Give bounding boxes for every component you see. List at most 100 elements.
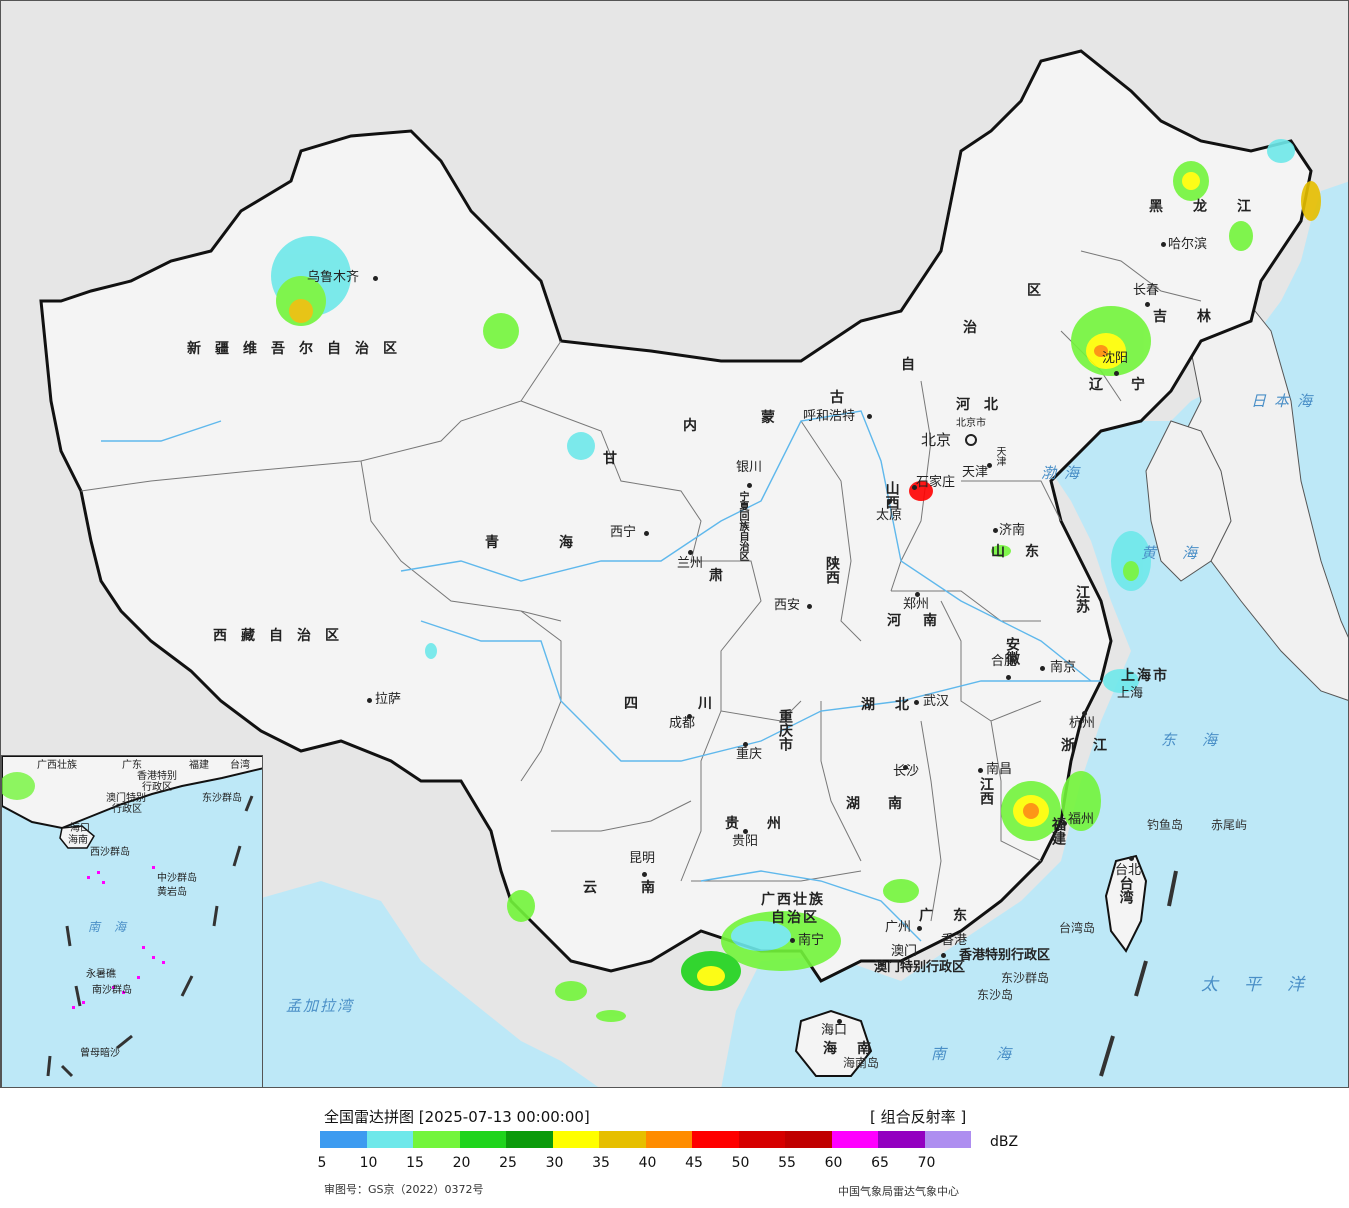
province-xinjiang: 新疆维吾尔自治区	[187, 341, 411, 357]
colorbar-box-7	[645, 1131, 692, 1148]
city-haikou: 海口	[821, 1023, 848, 1038]
city-dot	[914, 700, 919, 705]
city-dot	[1145, 302, 1150, 307]
city-xining: 西宁	[610, 525, 637, 540]
province-shanxi: 山西	[883, 481, 900, 509]
city-dot	[987, 463, 992, 468]
province-neimenggu-3: 古	[830, 390, 858, 406]
region-hk: 香港特别行政区	[959, 948, 1051, 963]
city-dot	[1040, 666, 1045, 671]
city-dot	[912, 485, 917, 490]
sea-pacific: 太平洋	[1201, 975, 1330, 995]
colorbar-box-12	[878, 1131, 925, 1148]
province-hubei: 湖北	[861, 697, 929, 713]
city-dot	[743, 829, 748, 834]
colorbar-box-11	[831, 1131, 878, 1148]
city-dot	[1062, 821, 1067, 826]
city-dot	[642, 872, 647, 877]
region-macau: 澳门特别行政区	[874, 960, 966, 975]
colorbar-tick-label: 20	[452, 1155, 471, 1171]
province-sichuan: 四川	[624, 696, 772, 712]
colorbar-tick-label: 10	[359, 1155, 378, 1171]
city-dot	[790, 938, 795, 943]
colorbar-box-3	[459, 1131, 506, 1148]
city-dot	[688, 550, 693, 555]
colorbar-box-2	[413, 1131, 460, 1148]
inset-haikou: 海口	[70, 823, 90, 834]
taiwan-island	[1104, 854, 1148, 953]
city-changsha: 长沙	[893, 764, 920, 779]
city-nanning: 南宁	[798, 933, 825, 948]
city-dot	[373, 276, 378, 281]
city-yinchuan: 银川	[736, 460, 763, 475]
city-hohhot: 呼和浩特	[803, 409, 856, 424]
province-shaanxi: 陕西	[824, 556, 840, 584]
city-dot	[743, 742, 748, 747]
colorbar-box-1	[366, 1131, 413, 1148]
city-dot	[1161, 242, 1166, 247]
city-dot	[837, 1019, 842, 1024]
inset-dongsha: 东沙群岛	[202, 793, 242, 804]
city-hongkong: 香港	[941, 933, 968, 948]
city-changchun: 长春	[1133, 283, 1160, 298]
city-urumqi: 乌鲁木齐	[307, 270, 360, 285]
inset-macau-2: 行政区	[112, 804, 142, 815]
city-nanjing: 南京	[1050, 660, 1077, 675]
province-hunan: 湖南	[846, 796, 930, 812]
province-jiangxi: 江西	[978, 777, 994, 805]
colorbar-tick-label: 55	[778, 1155, 796, 1171]
province-gansu-2: 肃	[709, 568, 737, 584]
city-tianjin-municipality: 天津	[994, 446, 1005, 466]
capital-star-icon	[965, 434, 977, 446]
hainan-island	[794, 1009, 873, 1077]
inset-hk-2: 行政区	[142, 782, 172, 793]
city-zhengzhou: 郑州	[903, 597, 930, 612]
city-dot	[993, 528, 998, 533]
colorbar-tick-label: 65	[871, 1155, 889, 1171]
map-canvas	[39, 49, 1348, 1087]
province-guangxi: 广西壮族	[761, 892, 825, 908]
city-hefei: 合肥	[991, 654, 1018, 669]
province-zhejiang: 浙江	[1061, 738, 1125, 754]
legend-product: [ 组合反射率 ]	[870, 1108, 967, 1126]
province-neimenggu-1: 内	[683, 418, 711, 434]
korea-peninsula	[1145, 420, 1232, 582]
inset-hk: 香港特别	[137, 771, 177, 782]
city-wuhan: 武汉	[923, 694, 950, 709]
radar-echoes	[271, 139, 1321, 1022]
province-jilin: 吉林	[1153, 309, 1241, 325]
island-hainan: 海南岛	[843, 1056, 880, 1070]
inset-fujian: 福建	[189, 760, 209, 771]
province-hainan: 海南	[823, 1041, 891, 1057]
province-neimenggu-2: 蒙	[761, 410, 789, 426]
city-guiyang: 贵阳	[732, 834, 759, 849]
city-shenyang: 沈阳	[1102, 351, 1129, 366]
province-guangxi-2: 自治区	[771, 910, 819, 926]
province-neimenggu-4: 自	[901, 357, 929, 373]
inset-guangxi: 广西壮族	[37, 760, 77, 771]
sea-east: 东海	[1161, 731, 1244, 749]
city-dot	[903, 765, 908, 770]
city-dot	[1006, 675, 1011, 680]
south-sea-inset: 广西壮族 广东 福建 台湾 香港特别 行政区 澳门特别 行政区 东沙群岛 海口 …	[1, 755, 263, 1087]
inset-south-sea: 南海	[88, 920, 141, 934]
city-dot	[807, 604, 812, 609]
colorbar-tick-label: 45	[685, 1155, 703, 1171]
province-guizhou: 贵州	[725, 816, 809, 832]
province-yunnan: 云南	[583, 880, 699, 896]
city-dot	[1114, 371, 1119, 376]
review-number: 审图号：GS京（2022）0372号	[324, 1183, 484, 1196]
inset-nansha: 南沙群岛	[92, 985, 132, 996]
radar-map[interactable]: 新疆维吾尔自治区 西藏自治区 青海 甘 肃 内 蒙 古 自 治 区 黑龙江 吉林…	[0, 0, 1349, 1088]
island-dongsha: 东沙岛	[977, 988, 1014, 1002]
island-chiwei: 赤尾屿	[1211, 818, 1248, 832]
city-dot	[747, 483, 752, 488]
province-henan: 河南	[887, 613, 959, 629]
colorbar-tick-label: 40	[638, 1155, 657, 1171]
colorbar-box-9	[738, 1131, 785, 1148]
inset-yongshu: 永暑礁	[86, 969, 116, 980]
province-neimenggu-5: 治	[963, 320, 991, 336]
city-hangzhou: 杭州	[1069, 716, 1096, 731]
province-taiwan: 台湾	[1117, 876, 1134, 904]
city-harbin: 哈尔滨	[1168, 237, 1208, 252]
